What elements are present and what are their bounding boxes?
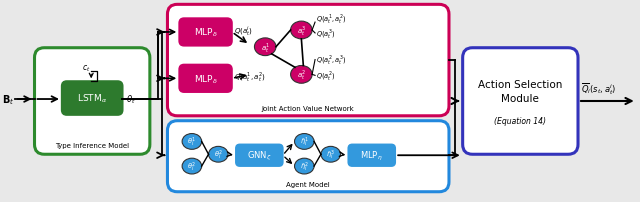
Text: $\mathrm{MLP}_\delta$: $\mathrm{MLP}_\delta$ bbox=[194, 27, 218, 39]
Text: $\theta_i^2$: $\theta_i^2$ bbox=[188, 160, 196, 173]
FancyBboxPatch shape bbox=[179, 19, 232, 46]
Text: $\theta_i^2$: $\theta_i^2$ bbox=[214, 148, 223, 161]
FancyBboxPatch shape bbox=[236, 145, 283, 166]
Text: $Q(a_t^i)$: $Q(a_t^i)$ bbox=[234, 24, 253, 38]
Text: Type Inference Model: Type Inference Model bbox=[55, 143, 129, 149]
Ellipse shape bbox=[291, 66, 312, 84]
Ellipse shape bbox=[209, 147, 228, 162]
Text: $\mathrm{LSTM}_\alpha$: $\mathrm{LSTM}_\alpha$ bbox=[77, 92, 108, 105]
Text: $Q(a_t^1, a_t^2)$: $Q(a_t^1, a_t^2)$ bbox=[234, 70, 266, 84]
Text: $\theta_i^1$: $\theta_i^1$ bbox=[188, 135, 196, 148]
Text: $\mathrm{MLP}_\delta$: $\mathrm{MLP}_\delta$ bbox=[194, 73, 218, 85]
Ellipse shape bbox=[182, 134, 202, 150]
Ellipse shape bbox=[321, 147, 340, 162]
Text: $a_t^3$: $a_t^3$ bbox=[297, 24, 306, 38]
Text: Action Selection
Module: Action Selection Module bbox=[478, 80, 563, 104]
Text: $c_t$: $c_t$ bbox=[82, 63, 90, 73]
Text: Joint Action Value Network: Joint Action Value Network bbox=[262, 105, 355, 111]
Text: $\mathbf{B}_t$: $\mathbf{B}_t$ bbox=[1, 93, 14, 106]
Ellipse shape bbox=[255, 39, 276, 56]
Text: $\theta_t$: $\theta_t$ bbox=[127, 93, 136, 106]
Text: $Q(a_t^2, a_t^3)$: $Q(a_t^2, a_t^3)$ bbox=[316, 54, 346, 67]
Text: $Q(a_t^2)$: $Q(a_t^2)$ bbox=[316, 69, 335, 83]
Ellipse shape bbox=[182, 158, 202, 174]
Text: $\bar{\eta}_i^2$: $\bar{\eta}_i^2$ bbox=[300, 160, 308, 173]
FancyBboxPatch shape bbox=[62, 82, 122, 115]
Text: $\mathrm{GNN}_\zeta$: $\mathrm{GNN}_\zeta$ bbox=[247, 149, 271, 162]
Text: $Q(a_t^1, a_t^2)$: $Q(a_t^1, a_t^2)$ bbox=[316, 12, 346, 26]
Text: $\overline{Q}_i(s_t, a_t^i)$: $\overline{Q}_i(s_t, a_t^i)$ bbox=[581, 81, 616, 97]
Text: Agent Model: Agent Model bbox=[286, 181, 330, 187]
Text: $\mathrm{MLP}_\eta$: $\mathrm{MLP}_\eta$ bbox=[360, 149, 383, 162]
FancyBboxPatch shape bbox=[35, 48, 150, 155]
Ellipse shape bbox=[294, 158, 314, 174]
Ellipse shape bbox=[291, 22, 312, 40]
Text: $\bar{\eta}_i^1$: $\bar{\eta}_i^1$ bbox=[300, 135, 308, 148]
FancyBboxPatch shape bbox=[463, 48, 578, 155]
Text: $\bar{\eta}_i^3$: $\bar{\eta}_i^3$ bbox=[326, 148, 335, 161]
FancyBboxPatch shape bbox=[348, 145, 396, 166]
FancyBboxPatch shape bbox=[168, 5, 449, 116]
Text: $Q(a_t^3)$: $Q(a_t^3)$ bbox=[316, 27, 335, 41]
Ellipse shape bbox=[294, 134, 314, 150]
FancyBboxPatch shape bbox=[179, 65, 232, 93]
Text: $a_t^2$: $a_t^2$ bbox=[297, 68, 306, 82]
Text: (Equation 14): (Equation 14) bbox=[494, 117, 547, 126]
FancyBboxPatch shape bbox=[168, 121, 449, 192]
Text: $a_t^1$: $a_t^1$ bbox=[260, 41, 270, 54]
